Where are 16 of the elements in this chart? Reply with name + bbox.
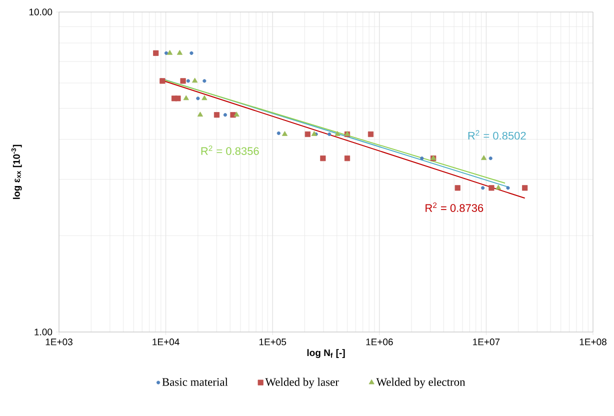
annotation: R$^{2}$ = 0.8502 (468, 130, 526, 140)
y-axis-title: log ε$_{xx}$ [10$^{-3}$] (11, 144, 22, 199)
annotation: R$^{2}$ = 0.8356 (201, 146, 259, 155)
legend-label: Welded by electron (376, 378, 466, 388)
annotation: R$^{2}$ = 0.8736 (426, 202, 484, 212)
legend-label: Welded by laser (265, 378, 339, 388)
x-tick-label: 1E+04 (152, 338, 180, 346)
x-axis-title: log N$_{f}$ [-] (307, 349, 345, 358)
legend-label: Basic material (162, 378, 228, 386)
x-tick-label: 1E+07 (473, 338, 500, 346)
x-tick-label: 1E+06 (366, 338, 393, 346)
y-tick-label: 1.00 (34, 328, 52, 336)
y-tick-label: 10.00 (29, 8, 52, 16)
x-tick-label: 1E+08 (580, 338, 606, 346)
x-tick-label: 1E+03 (46, 338, 72, 346)
x-tick-label: 1E+05 (259, 338, 286, 346)
